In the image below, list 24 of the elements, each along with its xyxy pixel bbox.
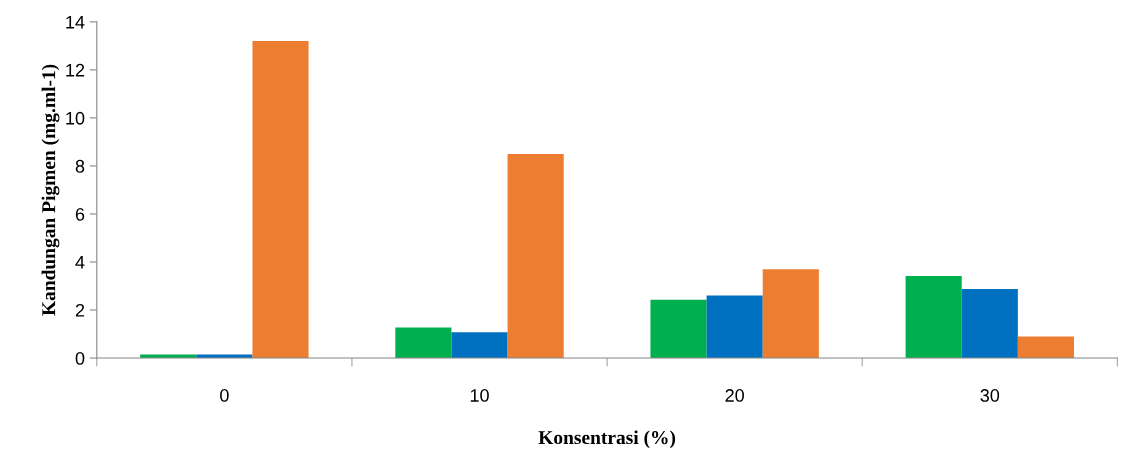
bar <box>706 295 763 359</box>
x-axis-title: Konsentrasi (%) <box>538 430 676 449</box>
bar <box>507 153 564 359</box>
y-tick-label: 12 <box>66 63 85 77</box>
x-tick-label: 10 <box>470 389 489 402</box>
bar <box>451 332 508 359</box>
y-tick-label: 14 <box>66 15 85 29</box>
y-tick-label: 8 <box>75 159 85 173</box>
y-axis-title: Kandungan Pigmen (mg.ml-1) <box>41 64 60 316</box>
y-tick-label: 0 <box>75 351 85 365</box>
y-tick-label: 6 <box>75 207 85 221</box>
x-tick-label: 30 <box>980 389 1000 402</box>
bar <box>252 41 309 359</box>
y-tick-label: 10 <box>66 111 85 125</box>
bar <box>762 269 819 359</box>
bar <box>1017 336 1074 359</box>
bar <box>650 299 707 359</box>
y-tick-label: 4 <box>75 256 85 269</box>
bar <box>961 288 1018 359</box>
x-tick-label: 0 <box>220 389 229 402</box>
x-tick-label: 20 <box>725 389 744 402</box>
bar <box>905 275 962 359</box>
y-tick-label: 2 <box>75 303 85 317</box>
bar <box>395 327 452 359</box>
